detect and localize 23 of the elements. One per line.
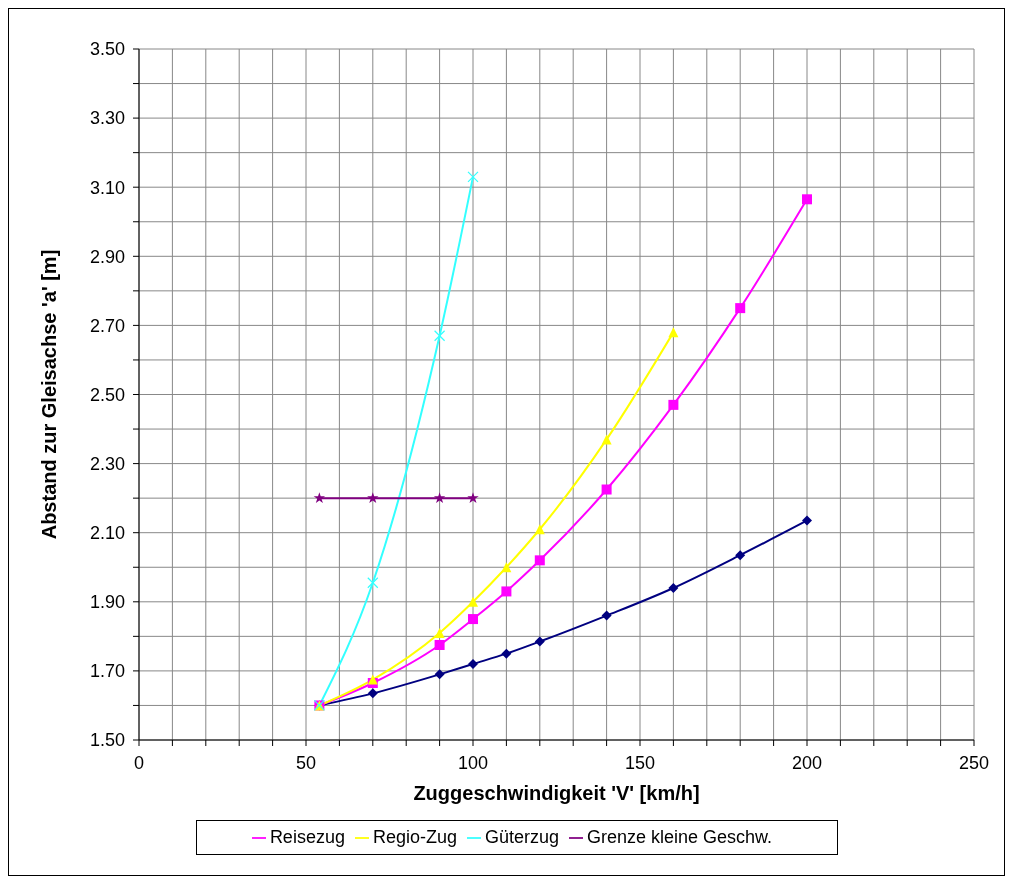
legend-label: Reisezug — [269, 827, 345, 847]
y-tick-label: 3.10 — [89, 177, 125, 198]
legend-label: Güterzug — [484, 827, 560, 847]
x-tick-label: 200 — [791, 752, 823, 773]
x-tick-label: 0 — [133, 752, 145, 773]
y-tick-label: 3.30 — [89, 108, 125, 129]
x-tick-label: 50 — [295, 752, 317, 773]
x-tick-label: 100 — [457, 752, 489, 773]
y-axis-title: Abstand zur Gleisachse 'a' [m] — [38, 249, 61, 540]
x-axis-title: Zuggeschwindigkeit 'V' [km/h] — [413, 782, 700, 804]
x-tick-label: 150 — [624, 752, 656, 773]
y-tick-label: 1.90 — [89, 592, 125, 613]
y-tick-label: 2.90 — [89, 246, 125, 267]
y-tick-label: 2.70 — [89, 315, 125, 336]
y-tick-label: 2.10 — [89, 523, 125, 544]
x-tick-label: 250 — [958, 752, 990, 773]
y-tick-label: 2.30 — [89, 453, 125, 474]
legend-label: Grenze kleine Geschw. — [587, 827, 773, 847]
y-tick-label: 3.50 — [89, 39, 125, 60]
y-tick-label: 1.50 — [89, 730, 125, 751]
y-tick-label: 1.70 — [89, 661, 125, 682]
legend-label: Regio-Zug — [372, 827, 457, 847]
y-tick-label: 2.50 — [89, 384, 125, 405]
